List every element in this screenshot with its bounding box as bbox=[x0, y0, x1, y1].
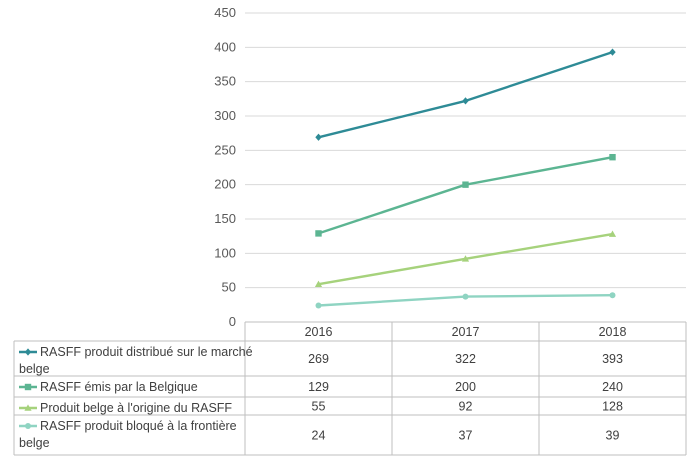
table-row: Produit belge à l'origine du RASFF 55 92 12… bbox=[19, 400, 623, 415]
series-marker-square bbox=[462, 181, 469, 188]
series-marker-triangle bbox=[314, 280, 323, 288]
table-row: RASFF produit bloqué à la frontière belge… bbox=[19, 419, 619, 450]
series-marker-diamond bbox=[24, 348, 32, 356]
series-marker-circle bbox=[25, 423, 31, 429]
series-marker-diamond bbox=[462, 97, 469, 105]
x-category-label: 2018 bbox=[599, 325, 627, 339]
series-marker-square bbox=[315, 230, 322, 237]
y-tick-label: 100 bbox=[214, 245, 236, 260]
legend-series-label: Produit belge à l'origine du RASFF bbox=[40, 401, 232, 415]
y-tick-label: 350 bbox=[214, 74, 236, 89]
y-tick-label: 200 bbox=[214, 177, 236, 192]
series-4 bbox=[315, 292, 616, 309]
x-category-label: 2017 bbox=[452, 325, 480, 339]
series-marker-triangle bbox=[608, 230, 617, 237]
series-marker-circle bbox=[462, 293, 469, 300]
data-table: 2016 2017 2018 RASFF produit distribué sur … bbox=[13, 321, 687, 456]
legend-series-label: RASFF produit bloqué à la frontière belge bbox=[19, 419, 237, 450]
series-marker-circle bbox=[609, 292, 616, 299]
table-cell-value: 128 bbox=[602, 400, 623, 414]
y-tick-label: 250 bbox=[214, 142, 236, 157]
x-category-label: 2016 bbox=[305, 325, 333, 339]
series-line bbox=[317, 50, 614, 139]
table-cell-value: 269 bbox=[308, 352, 329, 366]
table-cell-value: 24 bbox=[312, 429, 326, 443]
series-marker-triangle bbox=[461, 255, 470, 262]
table-cell-value: 37 bbox=[459, 429, 473, 443]
series-marker-diamond bbox=[315, 133, 322, 141]
y-tick-label: 0 bbox=[229, 314, 236, 329]
y-axis: 0 50 100 150 200 250 300 350 400 450 bbox=[214, 5, 236, 329]
y-tick-label: 450 bbox=[214, 5, 236, 20]
table-cell-value: 55 bbox=[312, 400, 326, 414]
series-marker-circle bbox=[315, 302, 322, 309]
series-marker-diamond bbox=[609, 48, 616, 56]
gridlines bbox=[245, 12, 686, 289]
table-cell-value: 322 bbox=[455, 352, 476, 366]
series-marker-square bbox=[609, 154, 616, 161]
series-1 bbox=[315, 48, 616, 141]
series-marker-triangle bbox=[24, 404, 32, 411]
series-marker-square bbox=[24, 383, 32, 391]
y-tick-label: 300 bbox=[214, 108, 236, 123]
y-tick-label: 150 bbox=[214, 211, 236, 226]
table-cell-value: 129 bbox=[308, 380, 329, 394]
y-tick-label: 400 bbox=[214, 39, 236, 54]
table-cell-value: 200 bbox=[455, 380, 476, 394]
legend-series-label: RASFF émis par la Belgique bbox=[40, 380, 198, 394]
series-lines bbox=[314, 48, 617, 309]
series-3 bbox=[314, 230, 617, 288]
table-row: RASFF produit distribué sur le marché bel… bbox=[19, 345, 623, 376]
series-line bbox=[317, 155, 614, 235]
table-cell-value: 393 bbox=[602, 352, 623, 366]
series-2 bbox=[315, 154, 616, 237]
table-row: RASFF émis par la Belgique 129 200 240 bbox=[19, 380, 623, 394]
legend-series-label: RASFF produit distribué sur le marché bel… bbox=[19, 345, 253, 376]
table-cell-value: 240 bbox=[602, 380, 623, 394]
table-cell-value: 39 bbox=[606, 429, 620, 443]
y-tick-label: 50 bbox=[222, 280, 236, 295]
table-cell-value: 92 bbox=[459, 400, 473, 414]
